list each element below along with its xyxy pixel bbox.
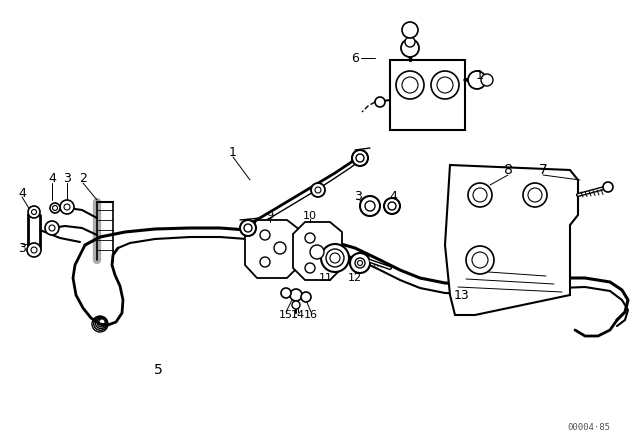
Circle shape bbox=[466, 246, 494, 274]
Text: 1: 1 bbox=[476, 69, 484, 82]
Text: 3: 3 bbox=[63, 172, 71, 185]
Polygon shape bbox=[293, 222, 342, 280]
Text: 7: 7 bbox=[539, 163, 547, 177]
Text: 12: 12 bbox=[348, 273, 362, 283]
Circle shape bbox=[350, 253, 370, 273]
Polygon shape bbox=[445, 165, 578, 315]
Text: 8: 8 bbox=[504, 163, 513, 177]
Circle shape bbox=[360, 196, 380, 216]
Circle shape bbox=[260, 257, 270, 267]
Text: 13: 13 bbox=[454, 289, 470, 302]
Circle shape bbox=[64, 204, 70, 210]
Circle shape bbox=[472, 252, 488, 268]
Text: 4: 4 bbox=[48, 172, 56, 185]
Circle shape bbox=[305, 233, 315, 243]
Circle shape bbox=[603, 182, 613, 192]
Circle shape bbox=[528, 188, 542, 202]
Text: 6: 6 bbox=[351, 52, 359, 65]
Circle shape bbox=[375, 97, 385, 107]
Circle shape bbox=[31, 247, 37, 253]
Circle shape bbox=[468, 71, 486, 89]
Circle shape bbox=[402, 22, 418, 38]
Circle shape bbox=[321, 244, 349, 272]
Circle shape bbox=[355, 258, 365, 268]
Circle shape bbox=[330, 253, 340, 263]
Circle shape bbox=[49, 225, 55, 231]
Circle shape bbox=[326, 249, 344, 267]
Circle shape bbox=[405, 37, 415, 47]
Circle shape bbox=[356, 154, 364, 162]
Circle shape bbox=[311, 183, 325, 197]
Circle shape bbox=[301, 292, 311, 302]
Text: 11: 11 bbox=[319, 273, 333, 283]
Circle shape bbox=[240, 220, 256, 236]
Circle shape bbox=[523, 183, 547, 207]
Text: 00004·85: 00004·85 bbox=[567, 423, 610, 432]
Circle shape bbox=[290, 289, 302, 301]
Text: 14: 14 bbox=[291, 310, 305, 320]
Text: 4: 4 bbox=[18, 186, 26, 199]
Circle shape bbox=[365, 201, 375, 211]
Text: 3: 3 bbox=[354, 190, 362, 202]
Circle shape bbox=[260, 230, 270, 240]
Circle shape bbox=[274, 242, 286, 254]
Circle shape bbox=[315, 187, 321, 193]
Circle shape bbox=[28, 206, 40, 218]
Circle shape bbox=[310, 245, 324, 259]
Circle shape bbox=[481, 74, 493, 86]
Circle shape bbox=[45, 221, 59, 235]
Circle shape bbox=[60, 200, 74, 214]
Circle shape bbox=[468, 183, 492, 207]
Circle shape bbox=[431, 71, 459, 99]
Circle shape bbox=[437, 77, 453, 93]
Circle shape bbox=[281, 288, 291, 298]
Circle shape bbox=[50, 203, 60, 213]
Text: 10: 10 bbox=[303, 211, 317, 221]
Text: 9: 9 bbox=[266, 211, 273, 221]
Circle shape bbox=[388, 202, 396, 210]
Text: 2: 2 bbox=[79, 172, 87, 185]
Circle shape bbox=[473, 188, 487, 202]
Circle shape bbox=[244, 224, 252, 232]
Text: 16: 16 bbox=[304, 310, 318, 320]
Text: 5: 5 bbox=[154, 363, 163, 377]
Circle shape bbox=[27, 243, 41, 257]
Text: 3: 3 bbox=[18, 241, 26, 254]
Circle shape bbox=[401, 39, 419, 57]
Text: 1: 1 bbox=[229, 146, 237, 159]
Text: 4: 4 bbox=[389, 190, 397, 202]
Circle shape bbox=[384, 198, 400, 214]
Circle shape bbox=[402, 77, 418, 93]
Circle shape bbox=[352, 150, 368, 166]
Circle shape bbox=[52, 206, 58, 211]
Circle shape bbox=[305, 263, 315, 273]
Bar bbox=[390, 60, 465, 130]
Circle shape bbox=[292, 301, 300, 309]
Circle shape bbox=[396, 71, 424, 99]
Polygon shape bbox=[245, 220, 300, 278]
Circle shape bbox=[31, 210, 36, 215]
Circle shape bbox=[358, 260, 362, 266]
Text: 15: 15 bbox=[279, 310, 293, 320]
